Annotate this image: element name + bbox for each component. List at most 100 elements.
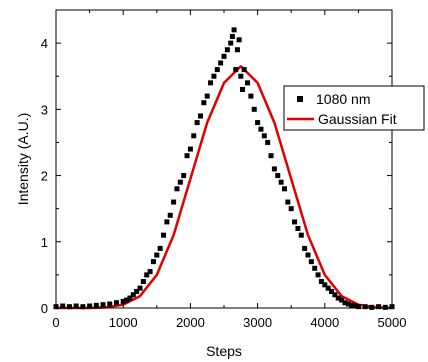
- data-point: [137, 285, 143, 291]
- y-tick-label: 4: [41, 36, 48, 51]
- data-point: [174, 186, 180, 192]
- data-point: [181, 173, 187, 179]
- data-point: [161, 232, 167, 238]
- data-point: [362, 304, 368, 310]
- data-point: [201, 100, 207, 106]
- x-tick-label: 5000: [378, 315, 407, 330]
- data-point: [298, 232, 304, 238]
- data-point: [349, 302, 355, 308]
- data-point: [312, 265, 318, 271]
- data-point: [275, 173, 281, 179]
- data-point: [147, 269, 153, 275]
- data-point: [150, 259, 156, 265]
- data-point: [329, 288, 335, 294]
- x-tick-label: 4000: [310, 315, 339, 330]
- data-point: [261, 133, 267, 139]
- data-point: [66, 304, 72, 310]
- data-point: [382, 304, 388, 310]
- data-point: [345, 301, 351, 307]
- data-point: [295, 226, 301, 232]
- data-point: [231, 27, 237, 33]
- data-point: [221, 53, 227, 59]
- y-tick-label: 2: [41, 169, 48, 184]
- data-point: [124, 297, 130, 303]
- data-point: [292, 219, 298, 225]
- y-tick-label: 3: [41, 102, 48, 117]
- data-point: [268, 153, 274, 159]
- data-point: [234, 47, 240, 53]
- y-axis-label: Intensity (A.U.): [15, 113, 31, 206]
- data-point: [218, 60, 224, 66]
- data-point: [204, 93, 210, 99]
- data-point: [214, 67, 220, 73]
- legend-label-scatter: 1080 nm: [316, 91, 370, 107]
- legend: 1080 nm Gaussian Fit: [283, 85, 425, 131]
- y-tick-label: 1: [41, 235, 48, 250]
- data-point: [288, 206, 294, 212]
- data-point: [236, 37, 242, 43]
- legend-label-fit: Gaussian Fit: [318, 111, 397, 127]
- data-point: [113, 300, 119, 306]
- data-point: [80, 304, 86, 310]
- data-point: [177, 179, 183, 185]
- data-point: [265, 139, 271, 145]
- data-point: [245, 80, 251, 86]
- data-point: [258, 126, 264, 132]
- data-point: [167, 212, 173, 218]
- data-point: [335, 295, 341, 301]
- data-point: [241, 67, 247, 73]
- data-point: [157, 245, 163, 251]
- data-point: [191, 133, 197, 139]
- y-tick-label: 0: [41, 301, 48, 316]
- data-point: [271, 166, 277, 172]
- data-point: [140, 279, 146, 285]
- x-tick-label: 3000: [243, 315, 272, 330]
- data-point: [194, 120, 200, 126]
- data-point: [154, 252, 160, 258]
- data-point: [164, 219, 170, 225]
- data-point: [322, 282, 328, 288]
- x-tick-label: 1000: [109, 315, 138, 330]
- data-point: [120, 298, 126, 304]
- data-point: [60, 303, 66, 309]
- data-point: [281, 186, 287, 192]
- data-point: [197, 113, 203, 119]
- data-point: [376, 304, 382, 310]
- data-point: [229, 33, 235, 39]
- legend-box: [283, 85, 425, 131]
- data-point: [342, 300, 348, 306]
- data-point: [134, 288, 140, 294]
- data-point: [285, 199, 291, 205]
- data-point: [184, 153, 190, 159]
- data-point: [239, 86, 245, 92]
- data-point: [187, 146, 193, 152]
- data-point: [224, 47, 230, 53]
- data-point: [73, 303, 79, 309]
- data-point: [130, 292, 136, 298]
- axes-layer: 0 1000 2000 3000 4000 5000 0 1 2 3 4: [41, 9, 407, 330]
- x-axis-label: Steps: [206, 343, 242, 359]
- data-point: [278, 179, 284, 185]
- data-point: [127, 295, 133, 301]
- data-points-layer: [53, 27, 395, 310]
- data-point: [318, 279, 324, 285]
- data-point: [107, 301, 113, 307]
- legend-marker-square: [297, 96, 303, 102]
- data-point: [332, 292, 338, 298]
- data-point: [251, 106, 257, 112]
- data-point: [302, 245, 308, 251]
- data-point: [233, 67, 239, 73]
- data-point: [144, 272, 150, 278]
- data-point: [352, 303, 358, 309]
- x-tick-label: 2000: [176, 315, 205, 330]
- data-point: [325, 285, 331, 291]
- data-point: [248, 93, 254, 99]
- data-point: [208, 80, 214, 86]
- data-point: [93, 302, 99, 308]
- data-point: [255, 120, 261, 126]
- data-point: [228, 40, 234, 46]
- data-point: [308, 259, 314, 265]
- data-point: [100, 302, 106, 308]
- data-point: [305, 252, 311, 258]
